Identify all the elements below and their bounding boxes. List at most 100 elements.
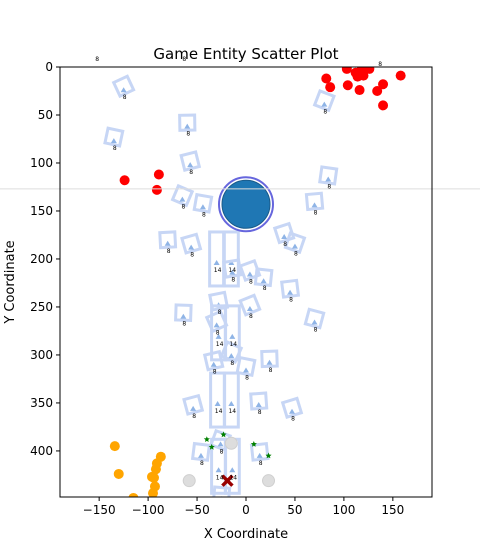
entity-marker (304, 191, 325, 212)
entity-triangle (215, 467, 222, 473)
entity-label: 8 (323, 109, 327, 116)
entity-triangle (289, 408, 296, 414)
y-tick-label: 50 (38, 108, 53, 122)
entity-marker (318, 165, 339, 186)
plot-area (60, 67, 432, 497)
entity-triangle (321, 101, 328, 107)
y-tick-label: 0 (45, 60, 53, 74)
entity-triangle (266, 359, 273, 365)
entity-label: 8 (123, 94, 127, 101)
entity-square (180, 232, 203, 255)
entity-square (304, 191, 325, 212)
entity-triangle (110, 138, 117, 144)
entity-marker (249, 441, 270, 462)
entity-label: 14 (216, 474, 224, 481)
floating-label: 8 (378, 61, 382, 68)
entity-marker (158, 230, 178, 250)
entity-marker (249, 391, 269, 411)
floating-label: 8 (182, 56, 186, 63)
entity-square (174, 303, 193, 323)
entity-marker (192, 192, 214, 214)
entity-label: 8 (202, 211, 206, 218)
entity-markers (103, 74, 339, 497)
data-point (364, 67, 375, 74)
entity-label: 8 (189, 169, 193, 176)
star-point (203, 436, 210, 442)
entity-triangle (214, 401, 221, 407)
entity-marker (238, 258, 262, 283)
star-point (220, 431, 227, 438)
entity-marker (190, 441, 211, 462)
entity-triangle (243, 367, 249, 373)
entity-square (208, 290, 230, 312)
entity-square (179, 150, 202, 172)
entity-square (238, 293, 262, 317)
entity-marker (211, 485, 232, 497)
data-point (119, 175, 130, 186)
entity-label: 8 (269, 367, 273, 374)
entity-label: 8 (213, 369, 217, 376)
x-tick-label: 150 (381, 503, 404, 517)
player-outline (218, 176, 274, 233)
entity-label: 8 (218, 309, 222, 316)
entity-label: 8 (294, 251, 298, 258)
x-axis-label: X Coordinate (204, 527, 288, 542)
entity-triangle (325, 176, 332, 182)
entity-marker (222, 371, 240, 429)
entity-triangle (256, 452, 263, 458)
entity-label: 8 (231, 277, 235, 284)
entity-square (219, 340, 244, 364)
entity-label: 8 (258, 409, 262, 416)
entity-triangle (311, 202, 318, 208)
entity-label: 14 (229, 341, 237, 348)
gray-point (182, 474, 196, 488)
star-point (250, 441, 257, 447)
entity-square (260, 349, 279, 369)
entity-marker (219, 340, 244, 364)
entity-square (111, 74, 136, 99)
entity-marker (179, 150, 202, 172)
entity-square (158, 230, 178, 250)
x-tick-label: −100 (132, 503, 165, 517)
entity-square (235, 355, 257, 378)
data-point (321, 73, 332, 84)
gray-point (224, 436, 238, 450)
entity-label: 14 (215, 408, 223, 415)
data-point (342, 80, 353, 91)
data-point (378, 79, 389, 90)
data-point (155, 451, 166, 462)
entity-triangle (287, 289, 294, 295)
entity-square (280, 278, 301, 299)
data-point (151, 184, 162, 195)
entity-triangle (246, 306, 253, 312)
data-point (148, 488, 158, 497)
entity-marker (235, 355, 257, 378)
entity-triangle (281, 234, 288, 240)
entity-marker (283, 231, 307, 255)
entity-label: 8 (113, 145, 117, 152)
x-tick-label: −50 (184, 503, 209, 517)
entity-label: 8 (259, 460, 263, 467)
entity-label: 8 (186, 131, 190, 138)
entity-label: 8 (327, 183, 331, 190)
entity-marker (238, 293, 262, 317)
entity-square (202, 349, 225, 372)
entity-marker (303, 307, 326, 330)
entity-triangle (210, 361, 217, 367)
x-tick-label: 50 (287, 503, 302, 517)
entity-triangle (217, 441, 224, 447)
y-tick-label: 150 (30, 204, 53, 218)
entity-square (208, 230, 226, 288)
entity-triangle (188, 244, 195, 250)
star-point (265, 452, 272, 459)
x-tick-label: 0 (242, 503, 250, 517)
entity-triangle (246, 271, 253, 277)
entity-marker (208, 230, 226, 288)
entity-marker (182, 393, 205, 416)
entity-square (283, 231, 307, 255)
player-point (221, 179, 271, 229)
entity-square (238, 258, 262, 283)
entity-triangle (311, 319, 318, 325)
